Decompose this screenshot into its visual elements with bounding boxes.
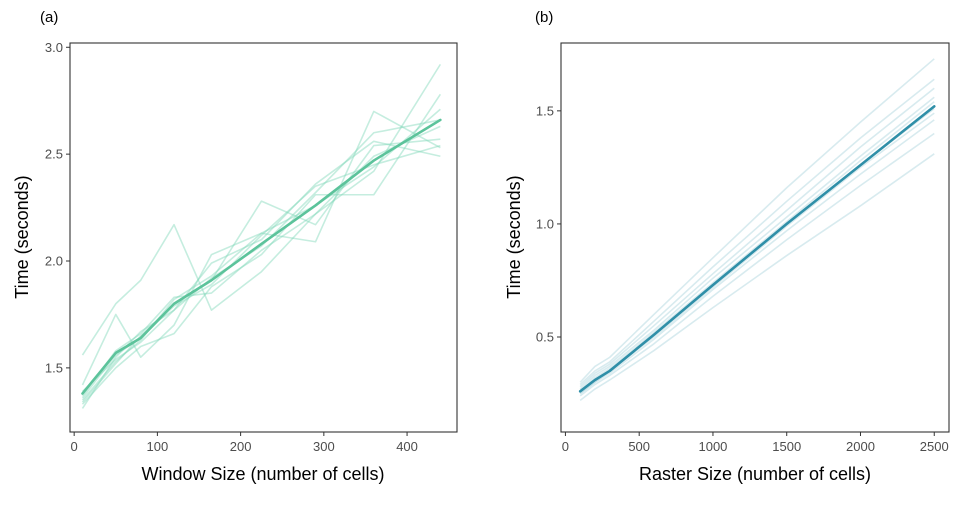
panel-b-lines	[578, 58, 936, 401]
panel-a-series-line-0	[81, 63, 442, 356]
panel-b-y-tick-label-0: 0.5	[536, 330, 554, 345]
panel-b-x-tick-labels: 0 500 1000 1500 2000 2500	[562, 439, 949, 454]
panel-a-mean-line	[81, 118, 442, 395]
panel-a-x-tick-label-4: 400	[396, 439, 418, 454]
panel-a-lines	[81, 63, 442, 409]
panel-a-x-tick-label-3: 300	[313, 439, 335, 454]
panel-b-series-line-5	[579, 87, 935, 388]
panel-a: (a) 1.5 2.0 2.5 3.0 0 100 200 300 400 Window Si…	[12, 9, 458, 484]
panel-a-series-line-3	[81, 140, 441, 392]
panel-a-x-tick-label-2: 200	[230, 439, 252, 454]
panel-b: (b) 0.5 1.0 1.5 0 500 1000 1500 2000 2500 Raste…	[504, 9, 950, 484]
panel-a-x-tick-label-0: 0	[71, 439, 78, 454]
panel-b-ticks	[557, 110, 935, 436]
panel-b-x-tick-label-1: 500	[628, 439, 650, 454]
panel-b-label: (b)	[535, 9, 553, 26]
panel-a-series-line-6	[81, 108, 441, 401]
panel-a-x-tick-label-1: 100	[147, 439, 169, 454]
panel-b-x-tick-label-2: 1000	[698, 439, 727, 454]
panel-b-frame	[560, 42, 950, 433]
panel-b-series-line-7	[579, 58, 935, 383]
panel-b-series-line-1	[579, 132, 935, 397]
panel-a-label: (a)	[40, 9, 58, 26]
panel-b-x-tick-label-4: 2000	[846, 439, 875, 454]
panel-b-x-tick-label-5: 2500	[920, 439, 949, 454]
panel-b-x-axis-title: Raster Size (number of cells)	[639, 464, 871, 484]
panel-b-y-tick-labels: 0.5 1.0 1.5	[536, 103, 554, 344]
panel-a-series-line-1	[81, 110, 441, 386]
panel-b-mean-line	[578, 105, 936, 393]
panel-a-series-line-7	[81, 119, 441, 409]
panel-b-series-line-6	[579, 78, 935, 386]
panel-a-frame	[69, 42, 458, 433]
panel-a-ticks	[66, 46, 408, 436]
panel-b-series-line-4	[579, 96, 935, 390]
panel-b-series-line-2	[579, 119, 935, 395]
panel-a-x-axis-title: Window Size (number of cells)	[141, 464, 384, 484]
panel-b-x-tick-label-3: 1500	[772, 439, 801, 454]
panel-a-x-tick-labels: 0 100 200 300 400	[71, 439, 418, 454]
panel-b-y-tick-label-2: 1.5	[536, 103, 554, 118]
panel-a-y-tick-label-3: 3.0	[45, 40, 63, 55]
panel-a-y-tick-label-0: 1.5	[45, 360, 63, 375]
panel-a-y-tick-labels: 1.5 2.0 2.5 3.0	[45, 40, 63, 376]
panel-b-series-line-8	[579, 101, 935, 392]
panel-a-series-line-5	[81, 125, 441, 397]
panel-b-series-line-0	[579, 153, 935, 401]
panel-a-y-tick-label-2: 2.5	[45, 147, 63, 162]
panel-a-series-line-4	[81, 93, 442, 405]
panel-b-x-tick-label-0: 0	[562, 439, 569, 454]
panel-b-series-line-9	[579, 112, 935, 395]
panel-b-y-tick-label-1: 1.0	[536, 216, 554, 231]
panel-a-y-axis-title: Time (seconds)	[12, 175, 32, 298]
panel-b-y-axis-title: Time (seconds)	[504, 175, 524, 298]
panel-a-y-tick-label-1: 2.0	[45, 254, 63, 269]
